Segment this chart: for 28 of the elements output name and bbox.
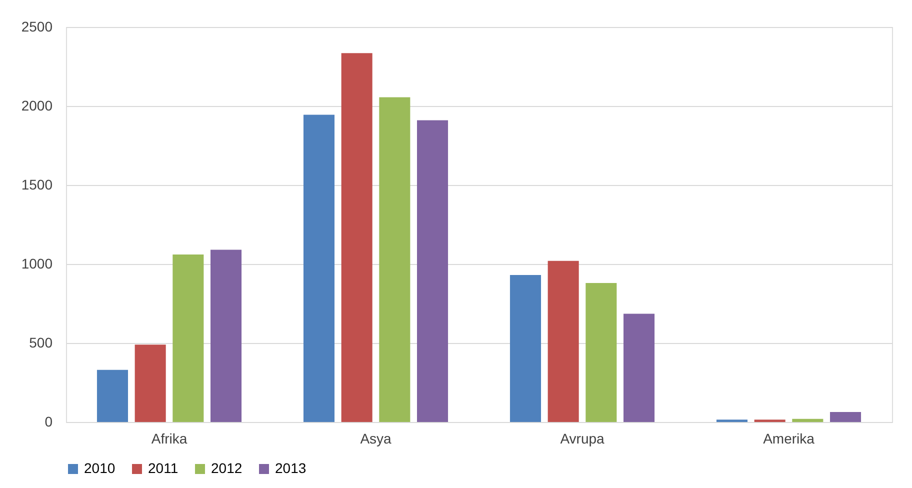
y-tick-label: 2500 [21,18,53,34]
bar [96,370,128,422]
x-tick-label: Afrika [151,430,188,446]
bar [379,97,410,422]
x-tick-label: Amerika [763,430,815,446]
bar [830,412,862,422]
bar [586,282,617,422]
bar [341,53,372,422]
y-tick-label: 500 [29,334,53,350]
x-tick-label: Asya [360,430,392,446]
bar [510,275,542,422]
y-tick-label: 1000 [21,256,53,272]
legend-label: 2011 [148,460,178,476]
y-tick-label: 0 [44,414,53,430]
bar [134,344,166,422]
bar [303,114,335,422]
y-tick-label: 1500 [21,176,53,192]
bar [210,250,242,422]
bar [416,120,448,422]
legend-label: 2012 [211,460,242,476]
bar [623,314,655,422]
legend-label: 2013 [275,460,306,476]
y-tick-label: 2000 [21,98,53,114]
bar [172,254,204,422]
bar [792,418,824,422]
x-tick-label: Avrupa [560,430,605,446]
bar [548,260,579,422]
legend-label: 2010 [84,460,116,476]
